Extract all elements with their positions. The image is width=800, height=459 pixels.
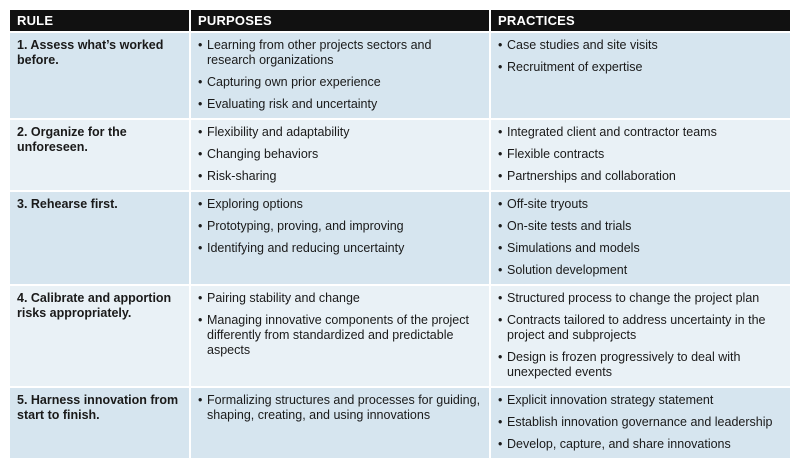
- list-item: Learning from other projects sectors and…: [198, 38, 483, 68]
- rules-table-container: RULE PURPOSES PRACTICES 1. Assess what’s…: [10, 10, 790, 458]
- practices-list: Explicit innovation strategy statement E…: [498, 393, 784, 452]
- list-item: Off-site tryouts: [498, 197, 784, 212]
- purposes-cell: Pairing stability and change Managing in…: [189, 284, 490, 387]
- header-rule: RULE: [10, 10, 190, 32]
- practices-list: Case studies and site visits Recruitment…: [498, 38, 784, 75]
- list-item: Solution development: [498, 263, 784, 278]
- list-item: Partnerships and collaboration: [498, 169, 784, 184]
- list-item: Risk-sharing: [198, 169, 483, 184]
- purposes-list: Formalizing structures and processes for…: [198, 393, 483, 423]
- purposes-list: Learning from other projects sectors and…: [198, 38, 483, 112]
- list-item: Capturing own prior experience: [198, 75, 483, 90]
- purposes-cell: Learning from other projects sectors and…: [189, 31, 490, 119]
- purposes-cell: Exploring options Prototyping, proving, …: [189, 190, 490, 285]
- list-item: Evaluating risk and uncertainty: [198, 97, 483, 112]
- purposes-cell: Flexibility and adaptability Changing be…: [189, 118, 490, 191]
- list-item: Integrated client and contractor teams: [498, 125, 784, 140]
- list-item: Changing behaviors: [198, 147, 483, 162]
- practices-cell: Case studies and site visits Recruitment…: [489, 31, 790, 119]
- table-header: RULE PURPOSES PRACTICES: [10, 10, 790, 32]
- practices-cell: Off-site tryouts On-site tests and trial…: [489, 190, 790, 285]
- list-item: Managing innovative components of the pr…: [198, 313, 483, 358]
- list-item: Flexible contracts: [498, 147, 784, 162]
- list-item: Establish innovation governance and lead…: [498, 415, 784, 430]
- rule-cell: 5. Harness innovation from start to fini…: [10, 386, 190, 458]
- rule-cell: 4. Calibrate and apportion risks appropr…: [10, 284, 190, 387]
- practices-cell: Structured process to change the project…: [489, 284, 790, 387]
- list-item: Recruitment of expertise: [498, 60, 784, 75]
- purposes-list: Pairing stability and change Managing in…: [198, 291, 483, 358]
- table-row: 4. Calibrate and apportion risks appropr…: [10, 284, 790, 387]
- practices-list: Structured process to change the project…: [498, 291, 784, 380]
- table-body: 1. Assess what’s worked before. Learning…: [10, 31, 790, 458]
- table-row: 5. Harness innovation from start to fini…: [10, 386, 790, 458]
- table-row: 3. Rehearse first. Exploring options Pro…: [10, 190, 790, 285]
- list-item: Explicit innovation strategy statement: [498, 393, 784, 408]
- list-item: Prototyping, proving, and improving: [198, 219, 483, 234]
- list-item: Formalizing structures and processes for…: [198, 393, 483, 423]
- table-row: 2. Organize for the unforeseen. Flexibil…: [10, 118, 790, 191]
- practices-cell: Integrated client and contractor teams F…: [489, 118, 790, 191]
- list-item: Pairing stability and change: [198, 291, 483, 306]
- header-purposes: PURPOSES: [189, 10, 490, 32]
- list-item: Exploring options: [198, 197, 483, 212]
- purposes-list: Flexibility and adaptability Changing be…: [198, 125, 483, 184]
- list-item: Structured process to change the project…: [498, 291, 784, 306]
- rule-cell: 2. Organize for the unforeseen.: [10, 118, 190, 191]
- list-item: Contracts tailored to address uncertaint…: [498, 313, 784, 343]
- list-item: Simulations and models: [498, 241, 784, 256]
- list-item: Case studies and site visits: [498, 38, 784, 53]
- rule-cell: 3. Rehearse first.: [10, 190, 190, 285]
- list-item: Design is frozen progressively to deal w…: [498, 350, 784, 380]
- table-row: 1. Assess what’s worked before. Learning…: [10, 31, 790, 119]
- list-item: Flexibility and adaptability: [198, 125, 483, 140]
- practices-list: Off-site tryouts On-site tests and trial…: [498, 197, 784, 278]
- purposes-cell: Formalizing structures and processes for…: [189, 386, 490, 458]
- practices-cell: Explicit innovation strategy statement E…: [489, 386, 790, 458]
- purposes-list: Exploring options Prototyping, proving, …: [198, 197, 483, 256]
- practices-list: Integrated client and contractor teams F…: [498, 125, 784, 184]
- list-item: On-site tests and trials: [498, 219, 784, 234]
- rules-table: RULE PURPOSES PRACTICES 1. Assess what’s…: [10, 10, 790, 458]
- list-item: Identifying and reducing uncertainty: [198, 241, 483, 256]
- list-item: Develop, capture, and share innovations: [498, 437, 784, 452]
- rule-cell: 1. Assess what’s worked before.: [10, 31, 190, 119]
- header-practices: PRACTICES: [489, 10, 790, 32]
- header-row: RULE PURPOSES PRACTICES: [10, 10, 790, 32]
